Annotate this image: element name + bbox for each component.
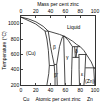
svg-text:80: 80 bbox=[77, 8, 83, 14]
svg-text:0: 0 bbox=[20, 8, 23, 14]
svg-text:80: 80 bbox=[77, 87, 83, 93]
svg-text:δ: δ bbox=[75, 48, 78, 54]
svg-text:20: 20 bbox=[33, 87, 39, 93]
svg-text:Cu: Cu bbox=[23, 96, 30, 102]
svg-text:β′: β′ bbox=[54, 72, 58, 78]
svg-text:200: 200 bbox=[11, 82, 20, 88]
svg-text:Mass per cent zinc: Mass per cent zinc bbox=[37, 1, 79, 7]
svg-text:60: 60 bbox=[63, 87, 69, 93]
svg-text:600: 600 bbox=[11, 51, 20, 57]
svg-text:100: 100 bbox=[91, 8, 100, 14]
svg-text:40: 40 bbox=[48, 8, 54, 14]
svg-text:Temperature (°C): Temperature (°C) bbox=[1, 31, 7, 70]
svg-text:Atomic per cent zinc: Atomic per cent zinc bbox=[35, 96, 81, 102]
svg-text:40: 40 bbox=[48, 87, 54, 93]
svg-text:(Cu): (Cu) bbox=[26, 50, 36, 56]
svg-text:Liquid: Liquid bbox=[67, 24, 81, 30]
svg-text:20: 20 bbox=[33, 8, 39, 14]
svg-text:(Zn): (Zn) bbox=[85, 78, 95, 84]
svg-text:1000: 1000 bbox=[8, 20, 19, 26]
svg-text:γ: γ bbox=[66, 54, 69, 60]
svg-text:Zn: Zn bbox=[87, 96, 93, 102]
svg-text:800: 800 bbox=[11, 36, 20, 42]
svg-text:400: 400 bbox=[11, 66, 20, 72]
svg-text:60: 60 bbox=[63, 8, 69, 14]
svg-text:ε: ε bbox=[81, 71, 84, 77]
svg-text:100: 100 bbox=[91, 87, 100, 93]
svg-text:0: 0 bbox=[20, 87, 23, 93]
svg-text:β: β bbox=[53, 44, 56, 50]
